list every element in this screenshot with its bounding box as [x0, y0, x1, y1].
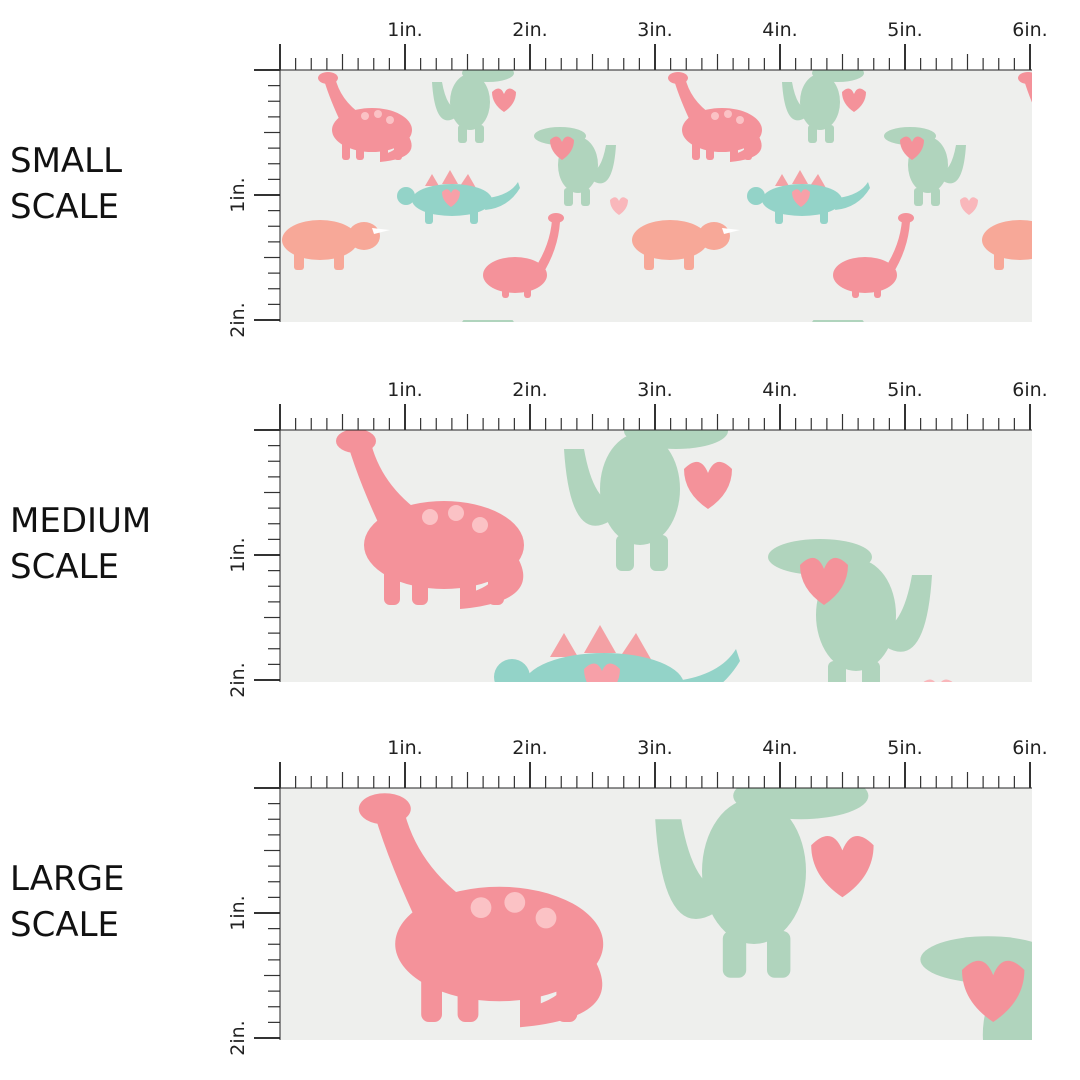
ruler-label: 6in.	[1012, 737, 1047, 759]
scale-panel: MEDIUM SCALE 1in. 2in. 3in. 4in. 5in. 6in. 1in. 2…	[10, 379, 1048, 698]
ruler-label: 1in.	[387, 19, 422, 41]
ruler-label: 3in.	[637, 737, 672, 759]
scale-label: SMALL	[10, 141, 122, 181]
scale-label: MEDIUM	[10, 501, 151, 541]
ruler-label: 2in.	[512, 379, 547, 401]
ruler-label: 2in.	[227, 1020, 249, 1055]
ruler-label: 1in.	[227, 537, 249, 572]
fabric-swatch	[280, 70, 1032, 322]
ruler-label: 1in.	[387, 379, 422, 401]
ruler-label: 4in.	[762, 379, 797, 401]
ruler-label: 2in.	[512, 19, 547, 41]
ruler-label: 1in.	[387, 737, 422, 759]
ruler-label: 4in.	[762, 19, 797, 41]
ruler-label: 5in.	[887, 737, 922, 759]
scale-label: SCALE	[10, 905, 119, 945]
ruler-label: 6in.	[1012, 19, 1047, 41]
panels: SMALL SCALE 1in. 2in. 3in. 4in. 5in. 6in. 1in. 2i…	[10, 19, 1048, 1056]
ruler-label: 5in.	[887, 19, 922, 41]
ruler-label: 6in.	[1012, 379, 1047, 401]
ruler-label: 4in.	[762, 737, 797, 759]
fabric-swatch	[280, 788, 1032, 1040]
scale-label: SCALE	[10, 187, 119, 227]
ruler-label: 2in.	[227, 302, 249, 337]
ruler-label: 2in.	[512, 737, 547, 759]
ruler-label: 3in.	[637, 379, 672, 401]
ruler-label: 5in.	[887, 379, 922, 401]
fabric-swatch	[280, 430, 1032, 682]
ruler-label: 2in.	[227, 662, 249, 697]
scale-panel: LARGE SCALE 1in. 2in. 3in. 4in. 5in. 6in. 1in. 2i…	[10, 737, 1048, 1056]
ruler-label: 1in.	[227, 177, 249, 212]
scale-label: SCALE	[10, 547, 119, 587]
scale-label: LARGE	[10, 859, 124, 899]
ruler-label: 1in.	[227, 895, 249, 930]
ruler-label: 3in.	[637, 19, 672, 41]
scale-panel: SMALL SCALE 1in. 2in. 3in. 4in. 5in. 6in. 1in. 2i…	[10, 19, 1048, 338]
